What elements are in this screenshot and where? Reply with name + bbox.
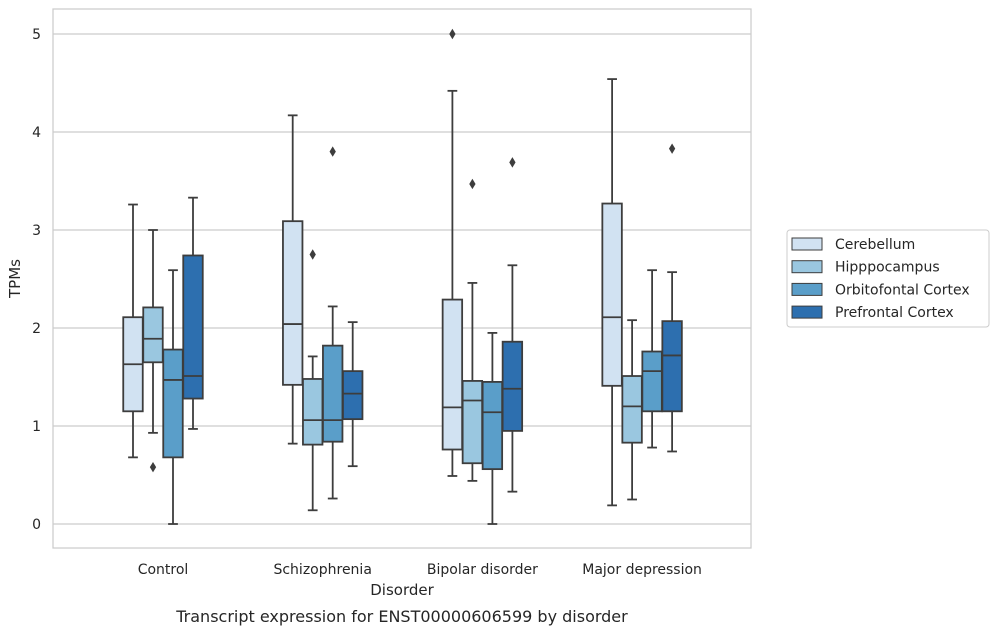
outlier-point: [668, 143, 676, 154]
legend-entry: Hipppocampus: [835, 260, 940, 276]
box-cerebellum: [282, 114, 304, 445]
box-orbitofontal-cortex: [641, 269, 663, 449]
x-tick-label: Bipolar disorder: [427, 562, 538, 578]
box-cerebellum: [601, 78, 623, 507]
box-orbitofontal-cortex: [162, 269, 184, 525]
legend-entry: Cerebellum: [835, 237, 915, 253]
box-iqr: [162, 348, 184, 459]
box-series: [122, 28, 683, 525]
outlier-point: [309, 249, 316, 260]
y-tick-label: 5: [32, 27, 41, 43]
outlier-point: [329, 146, 336, 157]
box-orbitofontal-cortex: [322, 146, 344, 500]
x-axis-ticks: Control Schizophrenia Bipolar disorder Majo…: [138, 562, 702, 578]
x-tick-label: Schizophrenia: [273, 562, 371, 578]
box-iqr: [142, 306, 164, 364]
y-tick-label: 2: [32, 321, 41, 337]
legend-swatch: [791, 237, 823, 251]
legend: Cerebellum Hipppocampus Orbitofontal Corte…: [786, 229, 990, 328]
legend-entry: Prefrontal Cortex: [835, 305, 954, 321]
y-tick-label: 4: [32, 125, 41, 141]
box-iqr: [182, 254, 204, 400]
legend-frame: [786, 229, 990, 328]
legend-swatch: [791, 305, 823, 319]
y-tick-label: 1: [32, 419, 41, 435]
box-hipppocampus: [461, 178, 484, 482]
legend-swatch: [791, 260, 823, 274]
outlier-point: [509, 157, 516, 168]
outlier-point: [469, 178, 476, 190]
legend-entry: Orbitofontal Cortex: [835, 282, 970, 298]
box-hipppocampus: [302, 249, 324, 512]
box-iqr: [601, 202, 623, 387]
box-iqr: [342, 370, 364, 421]
box-iqr: [621, 375, 643, 444]
box-cerebellum: [122, 203, 144, 459]
box-orbitofontal-cortex: [481, 331, 504, 525]
box-iqr: [661, 320, 683, 413]
box-hipppocampus: [621, 319, 643, 501]
box-iqr: [641, 350, 663, 413]
y-axis-ticks: 0 1 2 3 4 5: [32, 27, 41, 533]
x-axis-label: Disorder: [370, 581, 434, 599]
y-tick-label: 0: [32, 517, 41, 533]
box-prefrontal-cortex: [342, 321, 364, 468]
y-gridlines: [53, 33, 751, 525]
box-iqr: [441, 298, 464, 451]
chart-caption: Transcript expression for ENST0000060659…: [175, 607, 628, 626]
x-tick-label: Major depression: [582, 562, 702, 578]
box-iqr: [322, 344, 344, 443]
box-prefrontal-cortex: [182, 196, 204, 430]
y-axis-label: TPMs: [6, 259, 24, 299]
outlier-point: [449, 28, 456, 40]
box-iqr: [461, 380, 484, 465]
box-iqr: [501, 340, 524, 432]
box-prefrontal-cortex: [501, 157, 524, 493]
box-prefrontal-cortex: [661, 143, 683, 453]
y-tick-label: 3: [32, 223, 41, 239]
box-iqr: [481, 380, 504, 471]
legend-swatch: [791, 282, 823, 296]
x-tick-label: Control: [138, 562, 189, 578]
outlier-point: [149, 461, 157, 473]
box-iqr: [302, 378, 324, 446]
box-iqr: [282, 220, 304, 386]
box-hipppocampus: [142, 229, 164, 473]
box-cerebellum: [441, 28, 464, 477]
plot-frame: [52, 8, 752, 549]
